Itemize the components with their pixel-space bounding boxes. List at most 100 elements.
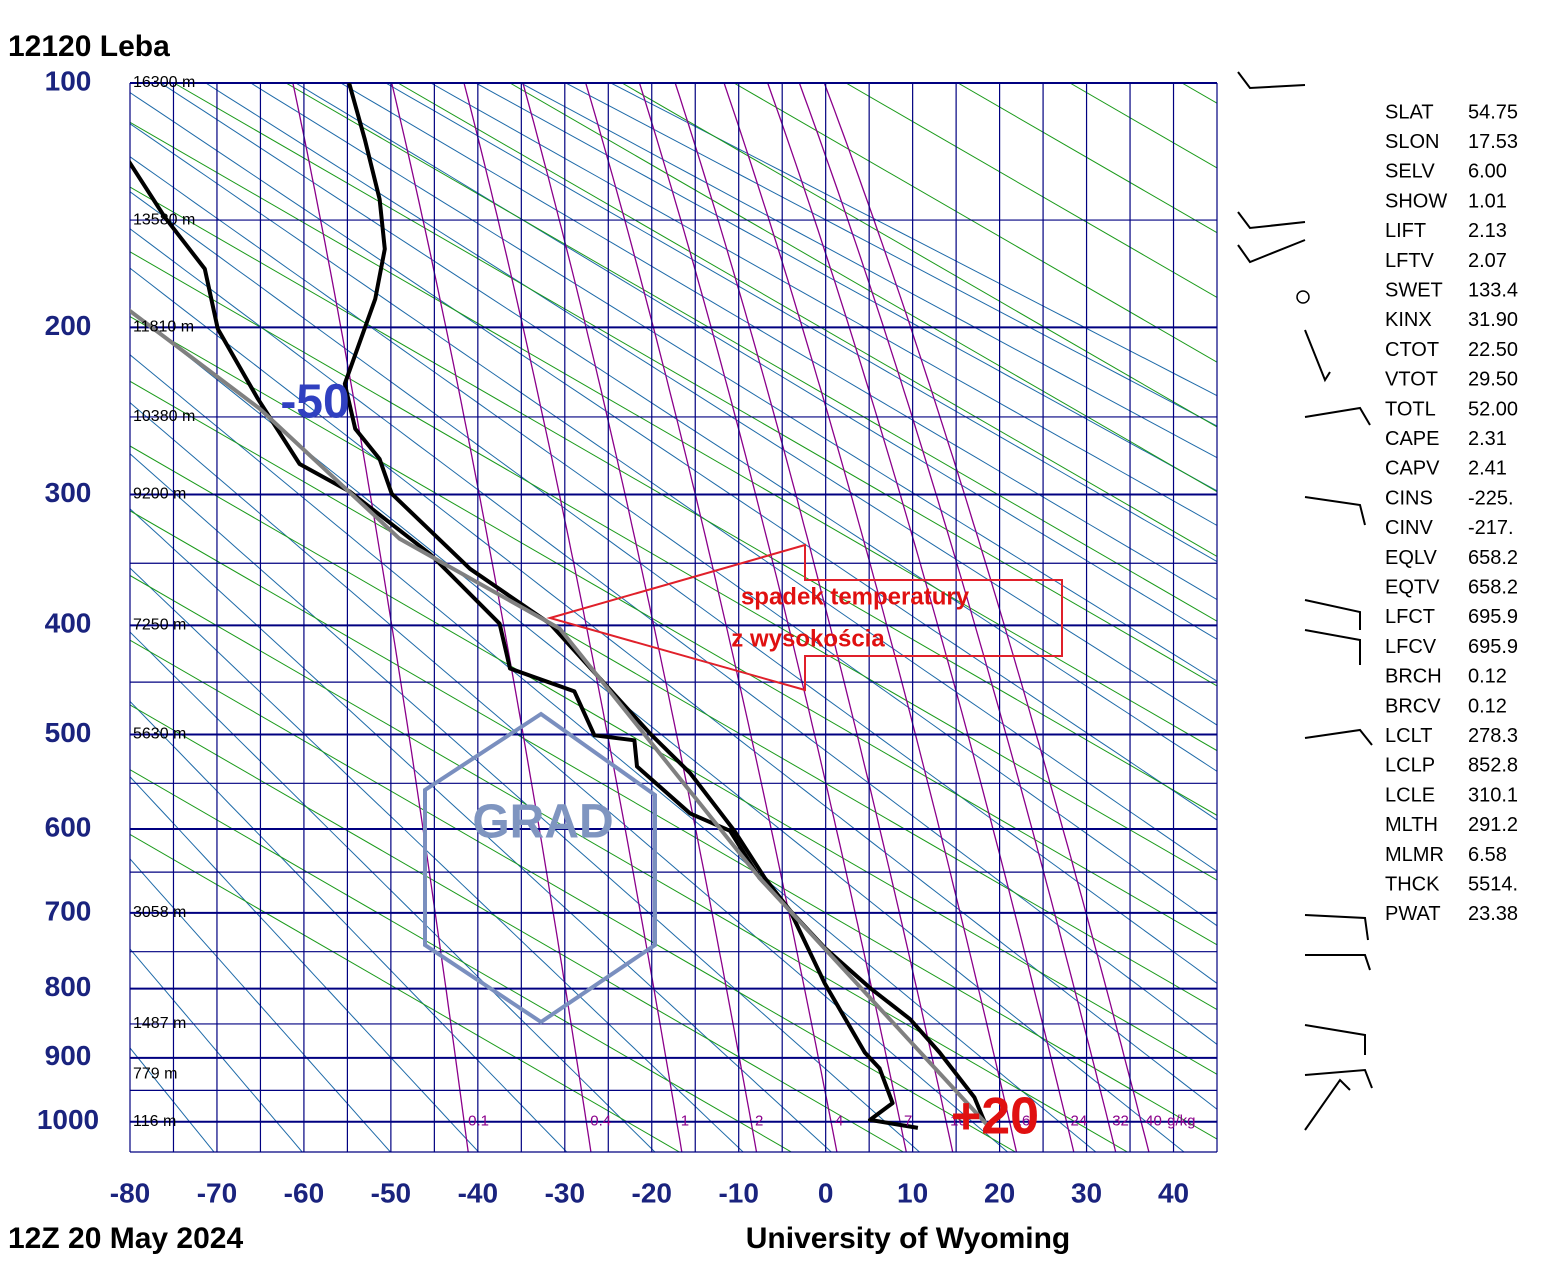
index-value: 2.31 <box>1468 428 1507 450</box>
mixing-ratio-line <box>292 83 469 1152</box>
annotation-arrow <box>546 543 1063 692</box>
date-label: 12Z 20 May 2024 <box>8 1222 243 1255</box>
dry-adiabat <box>475 83 1217 492</box>
x-tick-label: -10 <box>718 1177 758 1208</box>
dry-adiabat <box>130 354 1097 1152</box>
dry-adiabat <box>130 858 391 1152</box>
index-name: THCK <box>1385 873 1440 895</box>
index-value: 852.8 <box>1468 755 1518 777</box>
mixing-ratio-label: 4 <box>835 1113 843 1130</box>
x-tick-label: 20 <box>984 1177 1015 1208</box>
x-tick-label: 40 <box>1158 1177 1189 1208</box>
dry-adiabat <box>130 91 1217 821</box>
index-name: LFCV <box>1385 636 1437 658</box>
sounding-line <box>130 308 992 1130</box>
station-title: 12120 Leba <box>8 30 170 63</box>
index-value: 695.9 <box>1468 636 1518 658</box>
wind-barbs <box>1237 71 1373 1131</box>
index-value: 23.38 <box>1468 903 1518 925</box>
dry-adiabat <box>130 948 303 1152</box>
index-name: EQLV <box>1385 547 1438 569</box>
index-name: PWAT <box>1385 903 1441 925</box>
index-value: 278.3 <box>1468 725 1518 747</box>
index-name: CAPE <box>1385 428 1439 450</box>
x-tick-label: -20 <box>632 1177 672 1208</box>
reference-lines <box>0 83 1217 1152</box>
mixing-ratio-label: 24 <box>1071 1113 1088 1130</box>
moist-adiabat <box>130 639 1016 1152</box>
index-name: LFCT <box>1385 606 1435 628</box>
dry-adiabat <box>250 83 1217 682</box>
moist-adiabat <box>130 251 1217 881</box>
index-name: SWET <box>1385 279 1443 301</box>
mixing-ratio-line <box>798 83 1117 1152</box>
x-tick-label: -40 <box>458 1177 498 1208</box>
y-tick-label: 600 <box>45 811 92 842</box>
height-label: 5630 m <box>133 726 186 743</box>
source-label: University of Wyoming <box>746 1222 1071 1255</box>
index-value: 17.53 <box>1468 131 1518 153</box>
height-label: 13580 m <box>133 211 195 228</box>
annotation-cold: -50 <box>280 376 349 429</box>
moist-adiabat <box>130 380 1217 1011</box>
mixing-ratio-unit: g/kg <box>1167 1113 1195 1130</box>
dry-adiabat <box>520 83 1217 459</box>
dry-adiabat <box>130 156 1217 927</box>
dry-adiabat <box>130 309 1185 1152</box>
annotation-warm: +20 <box>951 1088 1039 1146</box>
mixing-ratio-line <box>522 83 758 1152</box>
moist-adiabat <box>285 83 1217 622</box>
x-tick-label: -60 <box>284 1177 324 1208</box>
mixing-ratio-label: 0.1 <box>468 1113 489 1130</box>
mixing-ratio-label: 32 <box>1112 1113 1129 1130</box>
moist-adiabat <box>397 83 1217 557</box>
y-tick-label: 900 <box>45 1040 92 1071</box>
dry-adiabat <box>295 83 1217 640</box>
mixing-ratio-label: 0.4 <box>590 1113 611 1130</box>
mixing-ratio-label: 7 <box>904 1113 912 1130</box>
x-tick-label: -80 <box>110 1177 150 1208</box>
index-value: 695.9 <box>1468 606 1518 628</box>
dry-adiabat <box>430 83 1217 527</box>
dry-adiabat <box>130 631 656 1152</box>
index-name: MLTH <box>1385 814 1438 836</box>
index-value: -217. <box>1468 517 1514 539</box>
y-tick-label: 500 <box>45 717 92 748</box>
x-tick-label: -30 <box>545 1177 585 1208</box>
moist-adiabat <box>130 186 1217 816</box>
y-tick-label: 300 <box>45 477 92 508</box>
index-name: CINS <box>1385 487 1433 509</box>
index-value: 52.00 <box>1468 398 1518 420</box>
moist-adiabat <box>621 83 1217 428</box>
moist-adiabat <box>130 315 1217 946</box>
dry-adiabat <box>0 83 38 1152</box>
mixing-ratio-label: 16 <box>1014 1113 1031 1130</box>
dry-adiabat <box>130 401 1008 1152</box>
moist-adiabat <box>173 83 1217 687</box>
index-value: 54.75 <box>1468 101 1518 123</box>
index-value: 31.90 <box>1468 309 1518 331</box>
index-value: 133.4 <box>1468 279 1518 301</box>
dry-adiabat <box>130 776 479 1152</box>
mixing-ratio-line <box>823 83 1150 1152</box>
height-label: 7250 m <box>133 617 186 634</box>
mixing-ratio-line <box>638 83 907 1152</box>
index-name: KINX <box>1385 309 1432 331</box>
mixing-ratio-line <box>767 83 1075 1152</box>
moist-adiabat <box>130 510 1217 1140</box>
index-value: 291.2 <box>1468 814 1518 836</box>
mixing-ratio-label: 40 <box>1145 1113 1162 1130</box>
labels: 0.1 0.4 1 2 4 7 10 16 24 32 40 g/kg-80 -70 -60 -50 -40-… <box>37 65 1518 1208</box>
mixing-ratio-line <box>674 83 954 1152</box>
index-name: EQTV <box>1385 576 1440 598</box>
sounding-line <box>130 159 919 1130</box>
index-name: CINV <box>1385 517 1433 539</box>
index-value: 310.1 <box>1468 784 1518 806</box>
mixing-ratio-label: 1 <box>681 1113 689 1130</box>
plot-data <box>130 83 992 1130</box>
index-value: 6.58 <box>1468 844 1507 866</box>
index-name: LFTV <box>1385 250 1435 272</box>
index-value: 2.13 <box>1468 220 1507 242</box>
height-label: 3058 m <box>133 904 186 921</box>
